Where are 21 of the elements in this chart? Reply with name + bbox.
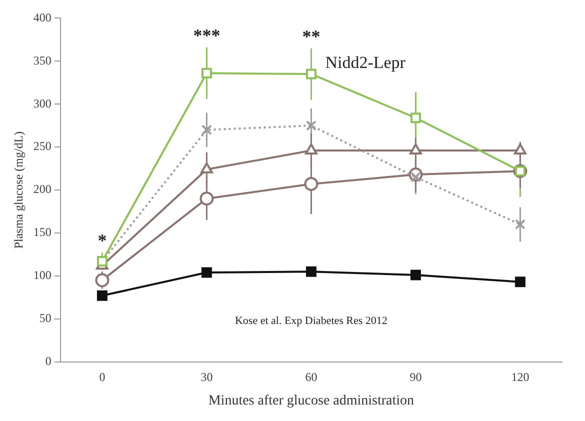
x-tick-label: 120 (511, 370, 530, 384)
y-tick-label: 400 (33, 10, 52, 24)
y-tick-label: 100 (33, 268, 52, 282)
annotation: * (98, 230, 107, 251)
annotation: Kose et al. Exp Diabetes Res 2012 (234, 314, 388, 327)
x-tick-label: 30 (200, 370, 213, 384)
x-axis-title: Minutes after glucose administration (208, 393, 414, 408)
annotation: *** (193, 25, 220, 46)
y-axis-title: Plasma glucose (mg/dL) (11, 131, 26, 249)
x-tick-label: 60 (305, 370, 318, 384)
y-tick-label: 250 (33, 139, 52, 154)
annotation: ** (302, 26, 320, 46)
y-tick-label: 300 (33, 96, 52, 110)
y-tick-label: 150 (33, 225, 52, 240)
series-label: Nidd2-Lepr (325, 53, 406, 72)
x-tick-label: 0 (99, 370, 106, 384)
x-tick-label: 90 (410, 370, 422, 384)
y-tick-label: 200 (33, 182, 52, 196)
y-tick-label: 50 (39, 311, 52, 326)
y-tick-label: 0 (45, 354, 52, 368)
y-tick-label: 350 (33, 53, 52, 68)
